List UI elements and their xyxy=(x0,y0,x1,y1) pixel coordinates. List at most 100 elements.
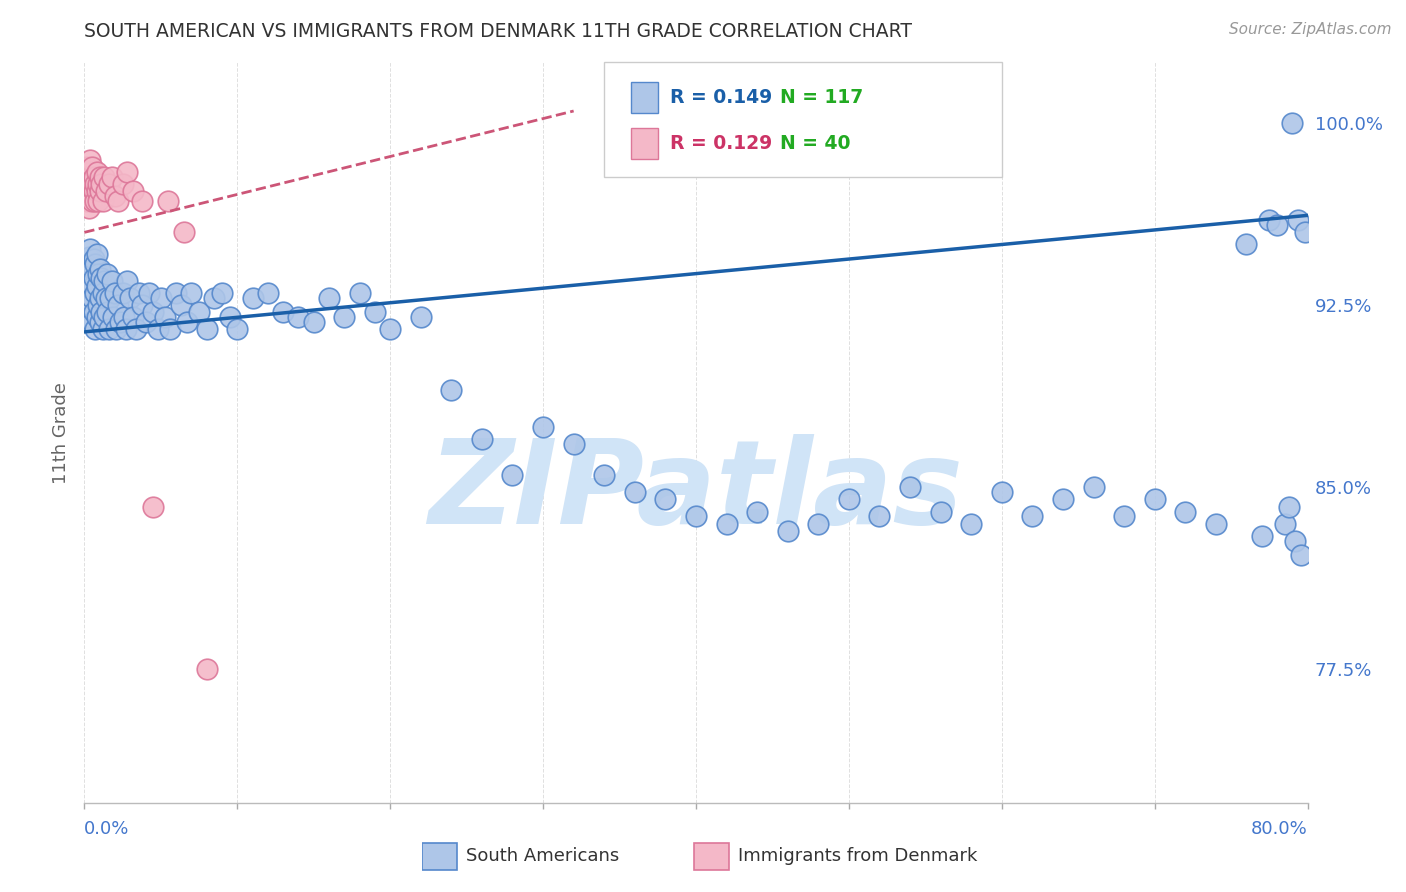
Point xyxy=(77,274,100,288)
Point xyxy=(87,298,110,312)
Point xyxy=(1083,480,1105,494)
Point xyxy=(747,504,769,518)
Point xyxy=(83,271,105,285)
Point xyxy=(79,243,101,257)
Point xyxy=(80,160,103,174)
Point xyxy=(349,286,371,301)
Point xyxy=(97,177,120,191)
Point xyxy=(271,305,294,319)
Text: R = 0.129: R = 0.129 xyxy=(671,134,772,153)
Point xyxy=(86,278,108,293)
Point xyxy=(318,291,340,305)
Point xyxy=(83,184,105,198)
Point xyxy=(79,281,101,295)
Point xyxy=(83,169,105,184)
Point xyxy=(159,322,181,336)
Point xyxy=(115,164,138,178)
Point xyxy=(84,177,107,191)
Point xyxy=(76,257,98,271)
Point xyxy=(80,291,103,305)
Point xyxy=(142,500,165,514)
Point xyxy=(173,225,195,239)
Point xyxy=(1265,218,1288,232)
Point xyxy=(84,322,107,336)
Point xyxy=(90,177,112,191)
Point xyxy=(122,310,145,325)
Point xyxy=(79,189,101,203)
Point xyxy=(593,468,616,483)
Point xyxy=(165,286,187,301)
Point xyxy=(776,524,799,538)
Point xyxy=(115,274,138,288)
Point xyxy=(180,286,202,301)
Point xyxy=(75,169,97,184)
Point xyxy=(107,298,129,312)
Point xyxy=(146,322,169,336)
Point xyxy=(226,322,249,336)
Point xyxy=(1250,529,1272,543)
Point xyxy=(960,516,983,531)
Point xyxy=(195,322,218,336)
Text: 80.0%: 80.0% xyxy=(1251,820,1308,838)
Point xyxy=(77,201,100,215)
Point xyxy=(1284,533,1306,548)
Point xyxy=(103,310,125,325)
Point xyxy=(108,315,131,329)
Bar xyxy=(695,843,728,870)
Point xyxy=(104,286,127,301)
Point xyxy=(195,662,218,676)
Point xyxy=(838,492,860,507)
Point xyxy=(89,184,111,198)
Point xyxy=(131,194,153,208)
Point xyxy=(90,271,112,285)
Point xyxy=(218,310,240,325)
Point xyxy=(122,184,145,198)
Text: South Americans: South Americans xyxy=(467,847,619,865)
Point xyxy=(101,274,124,288)
Point xyxy=(1281,116,1303,130)
Text: ZIPatlas: ZIPatlas xyxy=(429,434,963,549)
Point xyxy=(120,291,142,305)
Point xyxy=(84,286,107,301)
Point xyxy=(76,194,98,208)
Point xyxy=(96,305,118,319)
Point xyxy=(471,432,494,446)
Point xyxy=(79,298,101,312)
Point xyxy=(1286,213,1309,227)
Point xyxy=(84,257,107,271)
Point xyxy=(87,177,110,191)
Text: Source: ZipAtlas.com: Source: ZipAtlas.com xyxy=(1229,22,1392,37)
Point xyxy=(91,286,114,301)
Point xyxy=(101,169,124,184)
Point xyxy=(94,184,117,198)
Point xyxy=(1174,504,1197,518)
FancyBboxPatch shape xyxy=(605,62,1002,178)
Point xyxy=(80,315,103,329)
Point xyxy=(991,485,1014,500)
Point xyxy=(87,194,110,208)
Point xyxy=(128,286,150,301)
Point xyxy=(91,322,114,336)
Point xyxy=(89,261,111,276)
Point xyxy=(93,274,115,288)
Point xyxy=(86,184,108,198)
Point xyxy=(114,322,136,336)
Point xyxy=(176,315,198,329)
Point xyxy=(716,516,738,531)
Point xyxy=(1052,492,1074,507)
Point xyxy=(211,286,233,301)
Point xyxy=(531,419,554,434)
Point xyxy=(96,267,118,281)
Point xyxy=(898,480,921,494)
Point xyxy=(1278,500,1301,514)
Point xyxy=(135,315,157,329)
Point xyxy=(364,305,387,319)
Point xyxy=(1258,213,1281,227)
Point xyxy=(170,298,193,312)
Point xyxy=(90,305,112,319)
Point xyxy=(157,194,180,208)
Point xyxy=(79,169,101,184)
Bar xyxy=(422,843,457,870)
Point xyxy=(76,160,98,174)
Point xyxy=(1021,509,1043,524)
